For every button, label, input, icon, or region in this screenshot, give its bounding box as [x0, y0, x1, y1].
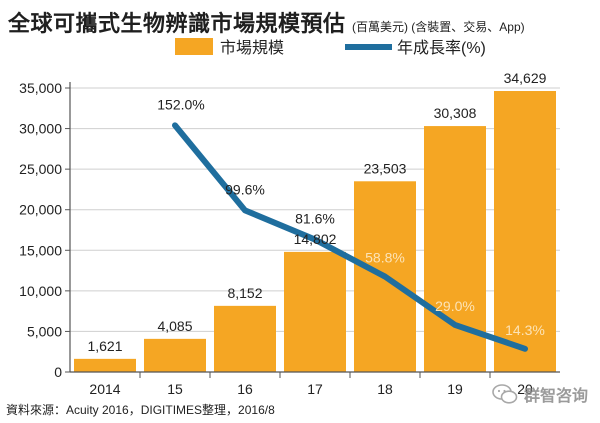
- growth-value-label: 14.3%: [505, 322, 545, 338]
- source-note: 資料來源：Acuity 2016，DIGITIMES整理，2016/8: [6, 403, 275, 417]
- bar: [214, 305, 276, 372]
- wechat-icon: [492, 384, 518, 404]
- y-tick-label: 15,000: [19, 242, 62, 258]
- bar-value-label: 23,503: [364, 160, 407, 176]
- bar-value-label: 14,802: [294, 231, 337, 247]
- x-tick-label: 16: [237, 381, 253, 397]
- x-tick-label: 19: [447, 381, 463, 397]
- bar: [144, 338, 206, 372]
- x-tick-label: 17: [307, 381, 323, 397]
- bar-value-label: 4,085: [157, 318, 192, 334]
- y-tick-label: 30,000: [19, 121, 62, 137]
- legend-bar-swatch: [175, 38, 213, 55]
- y-tick-label: 20,000: [19, 202, 62, 218]
- data-labels: 1,621 4,085 8,152 14,802 23,503 30,308 34,629 1…: [87, 70, 546, 354]
- y-tick-label: 25,000: [19, 161, 62, 177]
- watermark: 群智咨询: [492, 382, 588, 406]
- bar: [494, 91, 556, 372]
- axes: 0 5,000 10,000 15,000 20,000 25,000 30,000 35,0…: [19, 80, 560, 397]
- legend: 市場規模 年成長率(%): [175, 38, 486, 57]
- chart-canvas: 0 5,000 10,000 15,000 20,000 25,000 30,000 35,0…: [19, 38, 560, 397]
- bar-value-label: 34,629: [504, 70, 547, 86]
- chart-subtitle: (百萬美元) (含裝置、交易、App): [351, 20, 525, 34]
- legend-bar-label: 市場規模: [220, 39, 284, 57]
- watermark-text: 群智咨询: [523, 388, 588, 405]
- bar: [74, 358, 136, 372]
- chart-title-block: 全球可攜式生物辨識市場規模預估 (百萬美元) (含裝置、交易、App): [8, 6, 525, 38]
- growth-value-label: 81.6%: [295, 211, 335, 227]
- x-tick-label: 18: [377, 381, 393, 397]
- x-tick-label: 15: [167, 381, 183, 397]
- chart-title: 全球可攜式生物辨識市場規模預估: [8, 11, 346, 36]
- growth-value-label: 29.0%: [435, 298, 475, 314]
- y-tick-label: 10,000: [19, 283, 62, 299]
- bar-value-label: 8,152: [227, 285, 262, 301]
- bar-value-label: 30,308: [434, 105, 477, 121]
- legend-line-label: 年成長率(%): [397, 39, 486, 57]
- bar-series: [74, 91, 556, 372]
- y-tick-label: 35,000: [19, 80, 62, 96]
- bar-value-label: 1,621: [87, 338, 122, 354]
- growth-value-label: 58.8%: [365, 250, 405, 266]
- y-tick-label: 0: [54, 364, 62, 380]
- growth-value-label: 152.0%: [157, 96, 204, 112]
- x-tick-label: 2014: [89, 381, 120, 397]
- growth-line: [172, 122, 528, 352]
- growth-value-label: 99.6%: [225, 181, 265, 197]
- growth-line-series: [172, 122, 528, 352]
- bar: [284, 251, 346, 372]
- x-tick-label: 20: [517, 381, 533, 397]
- y-tick-label: 5,000: [27, 323, 62, 339]
